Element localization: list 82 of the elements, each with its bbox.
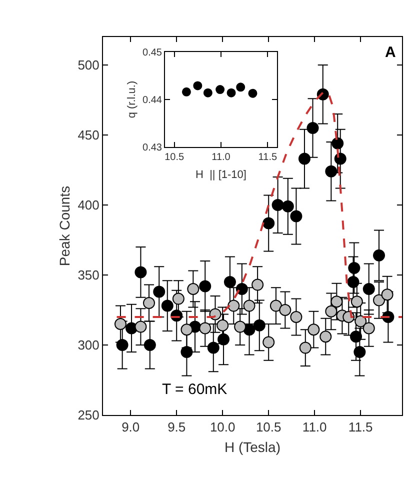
point [199, 280, 212, 292]
point [354, 315, 367, 328]
point [270, 300, 282, 312]
point [348, 262, 360, 274]
point [180, 324, 193, 336]
point [161, 300, 174, 312]
point [193, 81, 202, 90]
point [180, 346, 193, 358]
point [224, 276, 236, 288]
point [143, 297, 155, 309]
point [228, 300, 240, 312]
y-axis-title: q (r.l.u.) [126, 80, 138, 118]
point [282, 200, 294, 212]
point [187, 283, 200, 295]
x-tick-label: 9.0 [122, 420, 140, 435]
x-tick-label: 11.0 [212, 152, 231, 163]
point [298, 152, 310, 165]
y-axis-title: Peak Counts [56, 186, 72, 266]
point [199, 322, 212, 334]
y-tick-label: 0.43 [142, 142, 162, 154]
point [182, 87, 191, 96]
point [332, 137, 344, 150]
y-tick-label: 400 [78, 198, 100, 213]
x-axis-title: H || [1-10] [196, 169, 246, 182]
y-tick-label: 450 [78, 128, 100, 143]
point [381, 288, 394, 301]
point [279, 304, 292, 316]
point [203, 88, 212, 98]
point [362, 283, 375, 295]
y-tick-label: 250 [78, 408, 100, 423]
point [153, 286, 166, 298]
point [116, 339, 128, 351]
point [114, 318, 126, 330]
y-tick-label: 0.45 [142, 48, 162, 58]
x-tick-label: 9.5 [168, 420, 186, 435]
x-tick-label: 11.0 [302, 420, 327, 435]
point [226, 88, 236, 98]
point [373, 249, 385, 262]
point [362, 322, 375, 334]
point [207, 342, 220, 354]
point [253, 319, 266, 332]
annotation: A [385, 44, 396, 61]
point [347, 276, 360, 288]
point [262, 217, 275, 230]
point [252, 278, 264, 291]
point [243, 300, 256, 312]
point [308, 324, 320, 336]
point [306, 122, 319, 134]
point [272, 199, 284, 211]
y-tick-label: 500 [78, 58, 100, 73]
x-tick-label: 10.0 [210, 420, 236, 435]
annotation: T = 60mK [162, 381, 228, 398]
point [134, 320, 147, 333]
point [290, 311, 302, 323]
x-tick-label: 10.5 [164, 152, 184, 163]
point [236, 283, 248, 295]
point [216, 85, 225, 94]
point [144, 339, 156, 351]
point [325, 165, 338, 178]
point [236, 82, 246, 92]
x-tick-label: 11.5 [258, 152, 278, 163]
y-tick-label: 0.44 [142, 95, 162, 106]
point [299, 342, 312, 354]
x-axis-title: H (Tesla) [224, 438, 281, 455]
point [334, 152, 346, 165]
point [216, 319, 229, 332]
point [325, 305, 338, 318]
x-tick-label: 10.5 [256, 420, 282, 435]
point [330, 296, 343, 308]
point [350, 296, 363, 308]
point [320, 330, 332, 343]
point [172, 292, 184, 305]
point [354, 346, 366, 358]
point [234, 320, 246, 333]
x-tick-label: 11.5 [348, 420, 373, 435]
point [134, 266, 147, 278]
point [290, 210, 302, 222]
point [373, 294, 385, 306]
y-tick-label: 350 [78, 268, 100, 283]
point [248, 88, 258, 98]
y-tick-label: 300 [78, 338, 100, 353]
point [262, 336, 275, 348]
